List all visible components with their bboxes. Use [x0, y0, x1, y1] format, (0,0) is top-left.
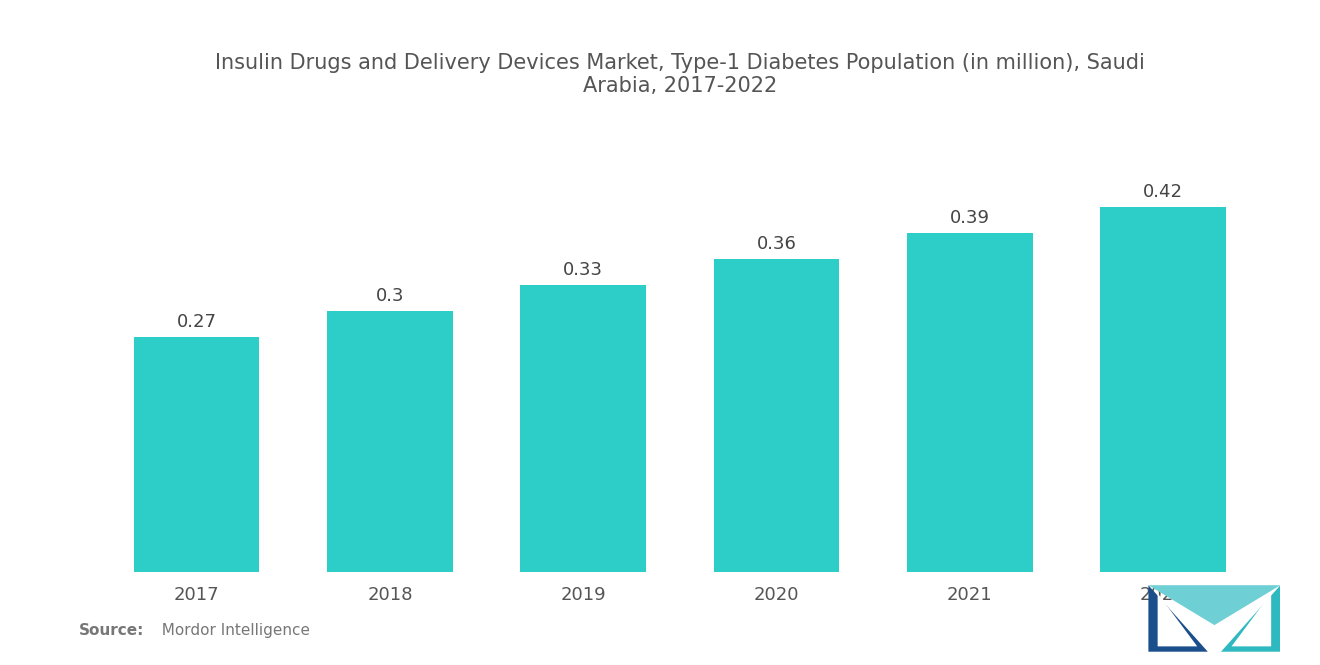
- Text: Source:: Source:: [79, 623, 145, 638]
- Polygon shape: [1232, 593, 1271, 646]
- Text: 0.33: 0.33: [564, 261, 603, 279]
- Text: 0.3: 0.3: [376, 287, 404, 305]
- Polygon shape: [1221, 585, 1280, 652]
- Bar: [714, 259, 840, 572]
- Polygon shape: [1148, 585, 1208, 652]
- Title: Insulin Drugs and Delivery Devices Market, Type-1 Diabetes Population (in millio: Insulin Drugs and Delivery Devices Marke…: [215, 53, 1144, 96]
- Text: Mordor Intelligence: Mordor Intelligence: [152, 623, 310, 638]
- Bar: [327, 311, 453, 572]
- Text: 0.42: 0.42: [1143, 183, 1183, 201]
- Text: 0.39: 0.39: [949, 209, 990, 227]
- Text: 0.27: 0.27: [177, 313, 216, 331]
- Bar: [520, 285, 645, 572]
- Bar: [133, 337, 260, 572]
- Bar: [907, 233, 1032, 572]
- Polygon shape: [1158, 593, 1197, 646]
- Text: 0.36: 0.36: [756, 235, 796, 253]
- Bar: [1100, 207, 1226, 572]
- Polygon shape: [1148, 585, 1280, 625]
